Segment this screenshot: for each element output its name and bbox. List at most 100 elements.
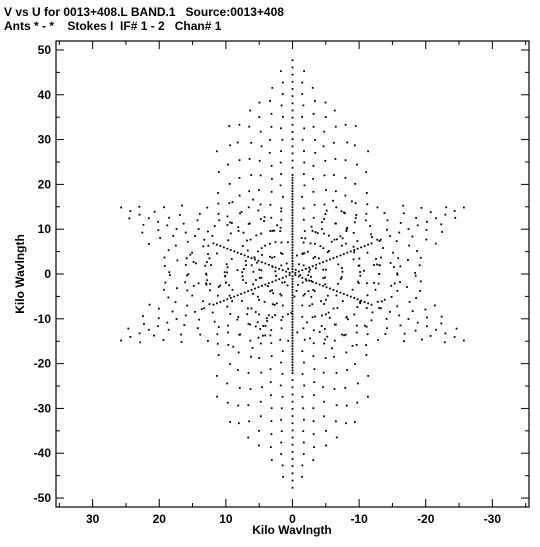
uv-point — [440, 322, 443, 325]
uv-point — [279, 127, 282, 130]
uv-point — [279, 161, 282, 164]
uv-point — [291, 278, 294, 280]
uv-point — [268, 151, 271, 154]
uv-point — [197, 282, 200, 285]
uv-point — [324, 116, 327, 119]
uv-point — [314, 231, 317, 233]
uv-point — [296, 331, 299, 334]
uv-point — [462, 339, 465, 342]
uv-point — [226, 305, 229, 308]
uv-point — [310, 225, 313, 228]
uv-point — [308, 304, 311, 307]
uv-point — [334, 420, 337, 423]
uv-point — [349, 250, 352, 253]
uv-point — [291, 310, 294, 313]
uv-point — [226, 298, 229, 301]
uv-point — [250, 257, 253, 259]
uv-point — [153, 210, 156, 213]
uv-point — [332, 257, 335, 259]
uv-point — [358, 257, 361, 260]
uv-point — [363, 324, 366, 327]
uv-point — [236, 251, 239, 254]
uv-point — [236, 369, 239, 372]
uv-point — [370, 233, 373, 236]
uv-point — [323, 130, 326, 133]
uv-point — [291, 283, 294, 286]
uv-point — [245, 264, 247, 267]
uv-point — [242, 279, 244, 281]
uv-point — [175, 318, 178, 320]
uv-point — [209, 282, 212, 285]
uv-point — [302, 104, 305, 107]
uv-point — [429, 335, 432, 337]
uv-point — [252, 283, 254, 286]
uv-point — [260, 371, 263, 374]
uv-point — [403, 340, 406, 343]
uv-point — [380, 300, 383, 303]
uv-point — [334, 158, 337, 160]
uv-point — [278, 267, 281, 270]
uv-point — [206, 206, 209, 209]
uv-point — [291, 407, 294, 410]
uv-point — [258, 298, 260, 301]
uv-point — [366, 203, 369, 206]
uv-point — [326, 294, 329, 297]
uv-point — [222, 246, 225, 249]
uv-point — [366, 395, 369, 398]
uv-point — [241, 275, 244, 278]
uv-point — [433, 304, 436, 307]
uv-point — [259, 174, 262, 177]
uv-point — [280, 210, 283, 213]
uv-point — [279, 338, 282, 341]
uv-point — [148, 242, 150, 245]
uv-point — [265, 317, 268, 320]
uv-point — [308, 266, 311, 269]
uv-point — [264, 262, 267, 265]
x-tick-label: -30 — [484, 512, 502, 526]
uv-point — [260, 247, 263, 250]
uv-point — [357, 282, 360, 285]
uv-point — [163, 206, 166, 209]
uv-point — [162, 339, 165, 341]
uv-point — [291, 184, 294, 187]
uv-point — [312, 190, 315, 193]
uv-point — [291, 355, 294, 358]
uv-point — [249, 238, 252, 241]
uv-point — [313, 368, 316, 371]
uv-point — [291, 443, 294, 446]
uv-point — [291, 265, 294, 268]
uv-point — [306, 321, 308, 324]
uv-point — [240, 210, 243, 213]
uv-point — [335, 436, 338, 439]
uv-point — [247, 436, 250, 439]
uv-point — [329, 287, 331, 290]
uv-point — [416, 250, 418, 252]
uv-point — [206, 261, 208, 263]
x-tick-label: 10 — [219, 512, 233, 526]
uv-point — [255, 234, 258, 237]
uv-point — [280, 319, 283, 321]
uv-point — [236, 318, 239, 321]
uv-point — [291, 291, 294, 294]
uv-point — [291, 200, 294, 203]
uv-point — [247, 206, 250, 209]
uv-point — [329, 258, 331, 261]
uv-point — [311, 316, 314, 319]
uv-point — [166, 321, 169, 324]
uv-point — [315, 282, 318, 285]
uv-point — [322, 232, 325, 235]
uv-point — [290, 312, 293, 315]
uv-point — [323, 328, 326, 330]
uv-point — [291, 206, 294, 209]
uv-point — [291, 95, 294, 98]
uv-point — [376, 206, 379, 209]
uv-point — [240, 253, 243, 255]
uv-point — [398, 314, 401, 317]
uv-point — [280, 241, 283, 244]
uv-point — [312, 420, 315, 423]
uv-point — [204, 264, 207, 267]
uv-point — [120, 206, 123, 209]
uv-point — [259, 130, 262, 133]
uv-point — [291, 270, 294, 273]
uv-point — [247, 322, 250, 325]
